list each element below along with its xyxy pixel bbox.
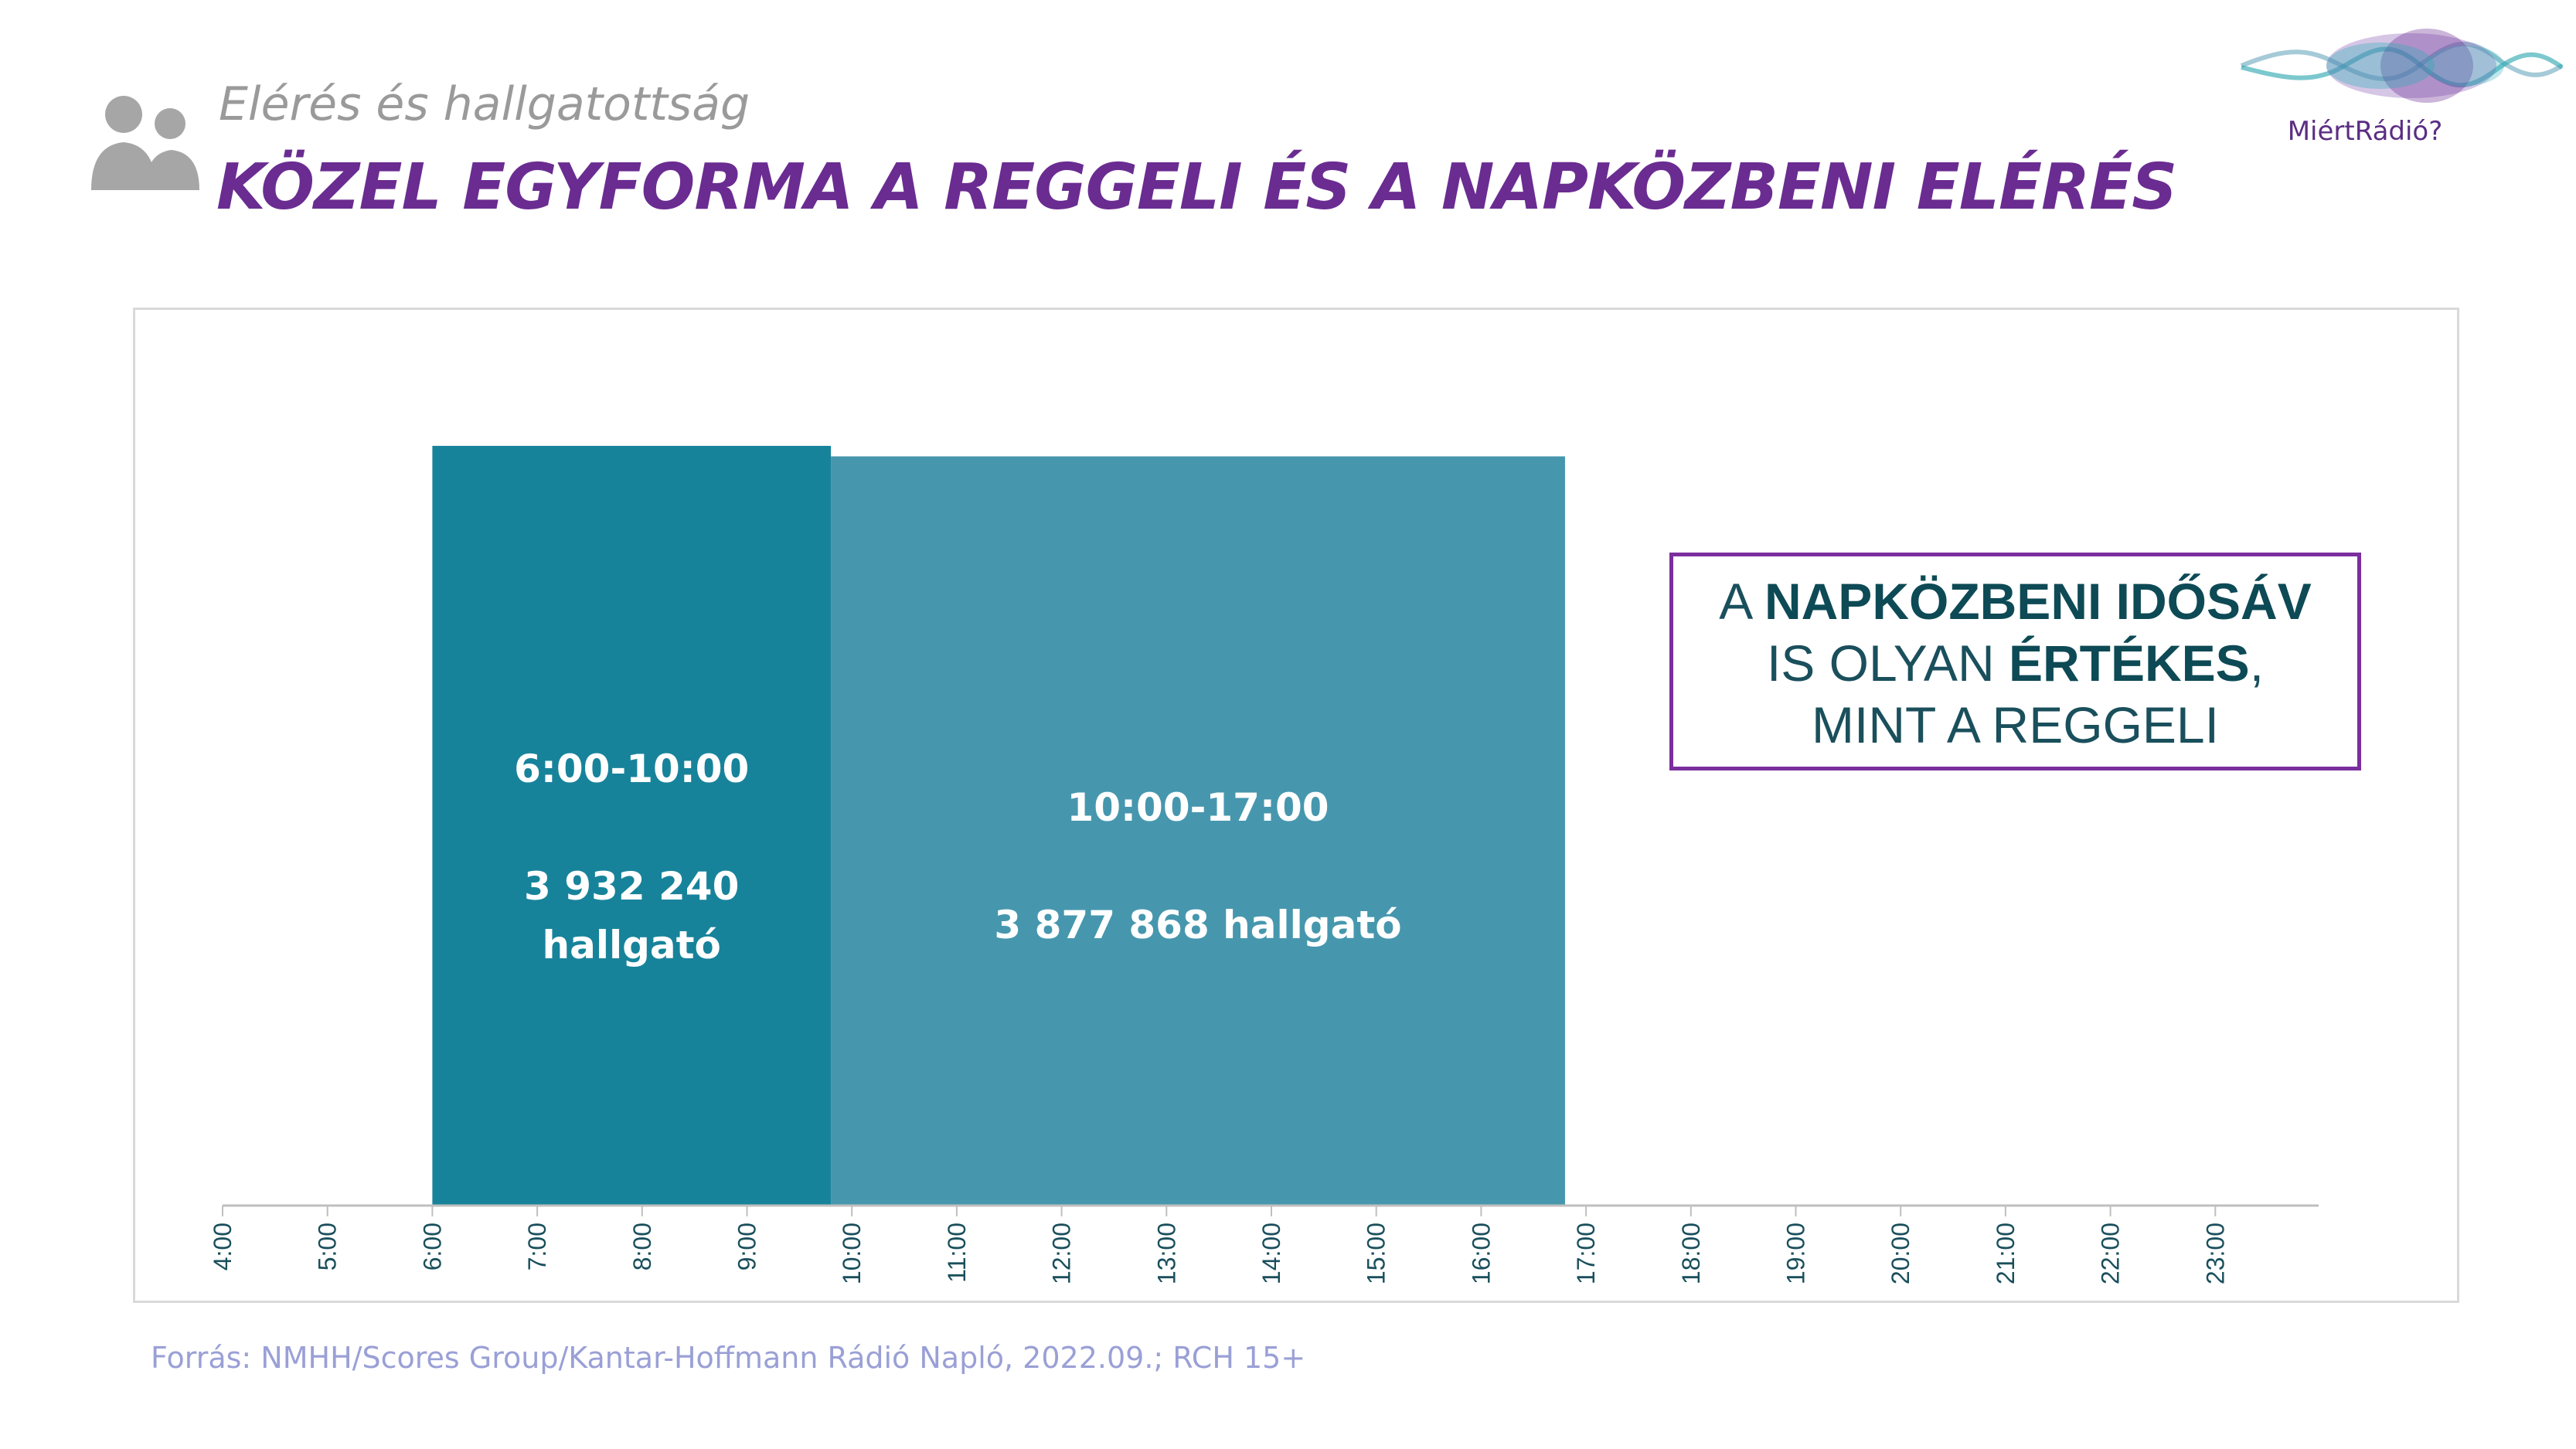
chart-frame [133, 308, 2459, 1303]
callout-box: A NAPKÖZBENI IDŐSÁV IS OLYAN ÉRTÉKES, MI… [1669, 553, 2361, 770]
x-tick-label-15: 19:00 [1782, 1223, 1810, 1284]
x-tick-label-18: 22:00 [2097, 1223, 2125, 1284]
x-tick-label-8: 12:00 [1048, 1223, 1076, 1284]
bar-label-0-2: hallgató [543, 923, 721, 968]
x-tick-label-2: 6:00 [418, 1223, 446, 1270]
sound-wave-logo-icon [2240, 29, 2564, 103]
x-tick-label-5: 9:00 [733, 1223, 761, 1270]
x-tick-label-9: 13:00 [1152, 1223, 1180, 1284]
logo-text: MiértRádió? [2287, 116, 2443, 147]
callout-line-2: IS OLYAN ÉRTÉKES, [1766, 634, 2265, 692]
x-tick-label-10: 14:00 [1257, 1223, 1285, 1284]
x-tick-label-3: 7:00 [523, 1223, 551, 1270]
callout-line-3: MINT A REGGELI [1812, 696, 2219, 753]
x-tick-label-14: 18:00 [1677, 1223, 1705, 1284]
x-tick-label-0: 4:00 [209, 1223, 237, 1270]
source-note: Forrás: NMHH/Scores Group/Kantar-Hoffman… [151, 1341, 1306, 1375]
bar-label-1-0: 10:00-17:00 [1067, 785, 1329, 830]
section-subtitle: Elérés és hallgatottság [219, 77, 750, 131]
x-tick-label-4: 8:00 [628, 1223, 656, 1270]
x-tick-label-19: 23:00 [2201, 1223, 2229, 1284]
x-tick-label-13: 17:00 [1572, 1223, 1600, 1284]
x-tick-label-16: 20:00 [1887, 1223, 1914, 1284]
bar-0 [432, 445, 832, 1206]
bar-label-0-0: 6:00-10:00 [514, 747, 749, 791]
x-tick-label-7: 11:00 [943, 1223, 971, 1283]
bar-1 [831, 456, 1565, 1206]
bar-label-0-1: 3 932 240 [524, 864, 739, 909]
x-tick-label-12: 16:00 [1467, 1223, 1495, 1284]
brand-logo: MiértRádió? [2234, 19, 2566, 158]
x-tick-label-6: 10:00 [838, 1223, 866, 1284]
x-tick-label-11: 15:00 [1363, 1223, 1390, 1284]
x-tick-label-17: 21:00 [1992, 1223, 2020, 1284]
bar-label-1-1: 3 877 868 hallgató [994, 903, 1401, 947]
x-tick-label-1: 5:00 [314, 1223, 342, 1270]
people-icon [91, 96, 199, 190]
page-title: KÖZEL EGYFORMA A REGGELI ÉS A NAPKÖZBENI… [216, 151, 2177, 224]
callout-line-1: A NAPKÖZBENI IDŐSÁV [1719, 573, 2312, 630]
